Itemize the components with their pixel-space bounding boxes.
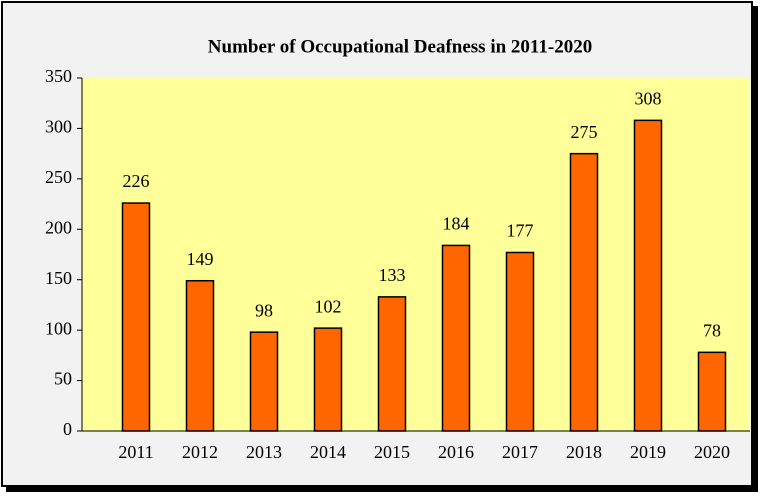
bar [121, 202, 151, 432]
y-tick-label: 150 [45, 268, 72, 288]
y-tick-label: 50 [54, 369, 72, 389]
x-tick-label: 2016 [438, 442, 474, 462]
y-tick-label: 350 [45, 66, 72, 86]
bar [313, 327, 343, 432]
x-tick-label: 2012 [182, 442, 218, 462]
bar [697, 351, 727, 432]
data-label: 78 [703, 320, 721, 340]
x-tick-label: 2013 [246, 442, 282, 462]
x-tick-label: 2019 [630, 442, 666, 462]
data-label: 98 [255, 300, 273, 320]
x-tick-label: 2017 [502, 442, 538, 462]
x-tick-label: 2015 [374, 442, 410, 462]
data-label: 177 [507, 221, 534, 241]
bar [249, 331, 279, 432]
data-label: 226 [123, 171, 150, 191]
chart-title: Number of Occupational Deafness in 2011-… [208, 36, 592, 57]
data-label: 149 [187, 249, 214, 269]
bar [569, 152, 599, 432]
y-tick-label: 0 [63, 419, 72, 439]
data-label: 275 [571, 122, 598, 142]
data-label: 102 [315, 296, 342, 316]
data-label: 308 [635, 88, 662, 108]
y-tick-label: 200 [45, 217, 72, 237]
bar [185, 279, 215, 432]
x-tick-label: 2011 [118, 442, 153, 462]
y-tick-label: 250 [45, 167, 72, 187]
y-tick-label: 100 [45, 318, 72, 338]
data-label: 184 [443, 214, 470, 234]
x-tick-label: 2020 [694, 442, 730, 462]
x-tick-label: 2018 [566, 442, 602, 462]
bar [505, 251, 535, 432]
data-label: 133 [379, 265, 406, 285]
y-tick-label: 300 [45, 117, 72, 137]
bar [441, 244, 471, 432]
x-tick-label: 2014 [310, 442, 346, 462]
bar [633, 119, 663, 432]
bar [377, 296, 407, 432]
